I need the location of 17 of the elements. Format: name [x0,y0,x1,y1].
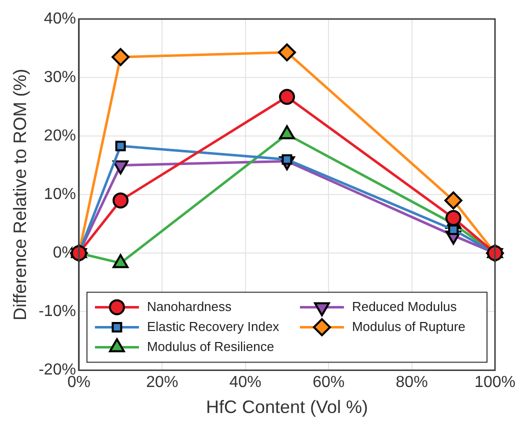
y-tick-label: 40% [44,10,76,28]
x-axis-title: HfC Content (Vol %) [206,397,368,418]
x-tick-label: 100% [474,374,516,392]
legend-label: Reduced Modulus [352,298,458,314]
y-tick-label: 20% [44,127,76,144]
y-axis-title: Difference Relative to ROM (%) [10,68,30,320]
legend-label: Modulus of Rupture [352,318,466,334]
legend-label: Elastic Recovery Index [146,318,280,334]
y-tick-label: -10% [38,303,76,320]
x-tick-label: 40% [229,374,262,392]
legend-label: Modulus of Resilience [146,338,274,354]
y-tick-label: 30% [44,68,76,86]
x-tick-label: 20% [146,374,178,392]
legend-label: Nanohardness [146,298,232,314]
x-tick-label: 60% [312,374,345,392]
x-tick-label: 80% [396,374,428,392]
y-tick-label: 10% [44,186,76,204]
